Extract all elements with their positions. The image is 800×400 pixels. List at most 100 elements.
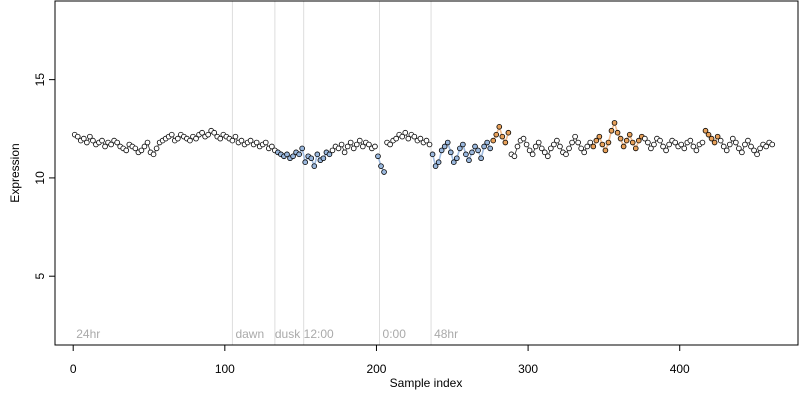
data-point — [457, 145, 463, 152]
data-point — [326, 151, 333, 158]
region-label: 24hr — [76, 327, 100, 341]
x-tick-label: 0 — [70, 362, 77, 376]
data-point — [557, 143, 563, 150]
data-point — [645, 139, 651, 146]
data-point — [611, 120, 618, 126]
y-tick-label: 10 — [33, 171, 47, 185]
data-point — [138, 147, 145, 154]
data-point — [350, 145, 357, 152]
data-point — [205, 131, 211, 138]
y-tick-label: 5 — [33, 273, 47, 280]
data-point — [450, 159, 457, 165]
data-point — [123, 147, 130, 154]
data-point — [296, 151, 302, 158]
data-point — [520, 135, 527, 142]
data-point — [739, 149, 745, 156]
data-point — [150, 151, 157, 158]
x-axis: 0 100 200 300 400 — [70, 344, 690, 376]
region-label: dawn — [235, 327, 264, 341]
data-point — [714, 133, 721, 140]
data-point — [742, 141, 748, 148]
data-point — [284, 151, 290, 158]
data-point — [490, 137, 497, 144]
data-point — [426, 141, 433, 148]
data-point — [487, 145, 493, 152]
data-point — [444, 139, 451, 146]
data-point — [754, 151, 760, 158]
data-point — [478, 155, 484, 162]
data-point — [505, 129, 512, 136]
data-point — [726, 141, 733, 148]
region-dividers — [231, 1, 432, 345]
data-point — [269, 143, 275, 150]
data-point — [584, 143, 591, 150]
data-point — [535, 139, 542, 146]
data-point — [375, 153, 381, 160]
data-point — [356, 137, 363, 144]
data-point — [99, 137, 105, 144]
data-point — [757, 145, 763, 152]
data-point — [402, 129, 409, 136]
data-point — [484, 139, 490, 146]
data-point — [551, 141, 557, 148]
x-tick-label: 400 — [670, 362, 690, 376]
data-point — [642, 135, 648, 142]
data-point — [353, 141, 360, 148]
data-point — [605, 139, 612, 146]
data-point — [141, 143, 148, 150]
data-point — [132, 145, 139, 152]
data-point — [745, 137, 751, 144]
data-point — [590, 143, 597, 150]
data-point — [526, 147, 533, 154]
data-point — [411, 133, 418, 140]
data-point — [702, 127, 709, 134]
data-point — [399, 133, 406, 140]
data-point — [423, 137, 430, 144]
data-point — [314, 151, 321, 158]
data-point — [566, 145, 572, 152]
y-axis-label: Expression — [8, 143, 22, 202]
data-point — [596, 133, 603, 140]
data-point — [554, 137, 560, 144]
data-point — [593, 137, 600, 144]
data-point — [341, 149, 348, 156]
data-point — [502, 139, 509, 146]
data-point — [666, 141, 672, 148]
data-point — [360, 143, 366, 150]
data-point — [687, 137, 694, 144]
data-point — [435, 159, 442, 165]
data-point — [335, 145, 342, 152]
data-point — [460, 141, 466, 148]
data-point — [144, 139, 151, 146]
data-point — [626, 131, 633, 138]
data-point — [232, 133, 239, 140]
region-labels: 24hr dawn dusk 12:00 0:00 48hr — [76, 327, 458, 341]
data-point — [578, 145, 584, 152]
y-tick-label: 15 — [33, 73, 47, 87]
data-point — [347, 139, 354, 146]
data-point — [81, 135, 87, 142]
data-point — [629, 139, 636, 146]
data-point — [102, 143, 108, 150]
data-point — [705, 131, 712, 138]
data-point — [290, 153, 296, 160]
region-label: 12:00 — [304, 327, 334, 341]
data-point — [620, 143, 627, 150]
data-point — [681, 145, 688, 152]
data-point — [660, 143, 666, 150]
data-point — [469, 149, 475, 156]
data-point — [733, 139, 739, 146]
data-point — [405, 135, 412, 142]
data-point — [608, 127, 615, 134]
data-point — [366, 141, 372, 148]
data-point — [441, 143, 448, 150]
data-point — [472, 143, 478, 150]
data-point — [529, 151, 536, 158]
data-point — [499, 133, 506, 140]
data-point — [438, 147, 445, 154]
data-point — [569, 139, 575, 146]
data-point — [338, 141, 345, 148]
plot-frame — [54, 0, 799, 346]
data-point — [175, 135, 181, 142]
